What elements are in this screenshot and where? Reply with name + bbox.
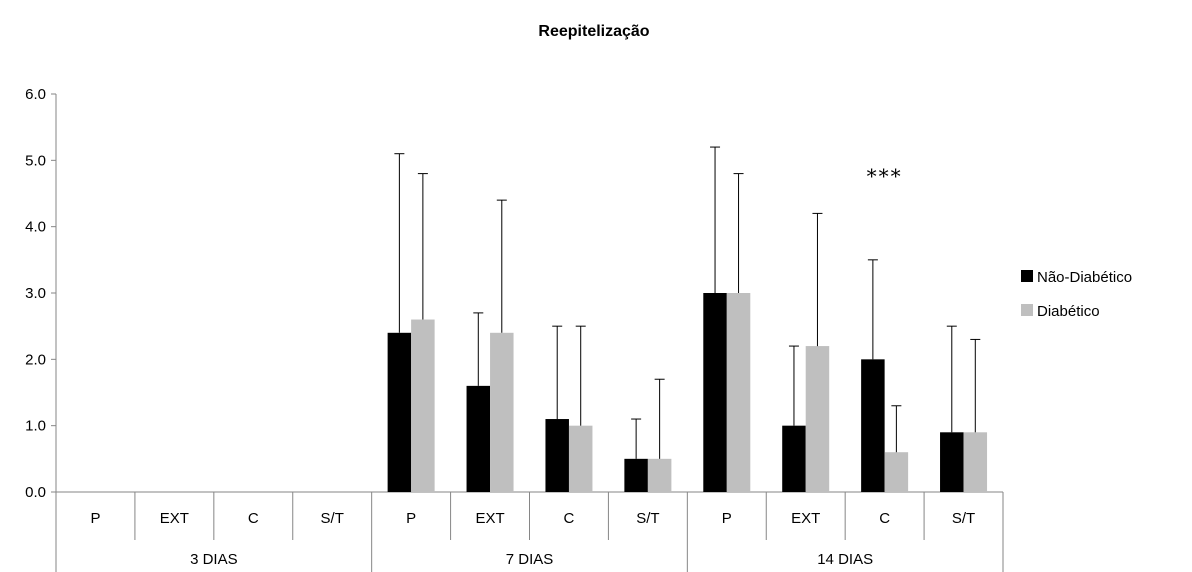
x-category-label: EXT [475,510,504,527]
error-bar [812,212,823,347]
y-tick-label: 6.0 [25,86,46,103]
chart-error-bars [394,146,981,459]
y-tick-label: 2.0 [25,351,46,368]
error-bar [867,259,878,360]
y-tick-label: 5.0 [25,152,46,169]
x-category-label: C [879,510,890,527]
chart-axes [51,93,1004,572]
x-category-label: P [90,510,100,527]
y-tick-label: 0.0 [25,484,46,501]
bar-nao-diabetico [624,458,648,492]
bar-diabetico [568,425,593,492]
significance-annotation: *** [867,164,903,188]
x-category-label: C [564,510,575,527]
bar-nao-diabetico [387,332,412,492]
error-bar [496,199,507,333]
bar-diabetico [963,432,988,492]
bar-diabetico [647,458,672,492]
x-category-label: S/T [321,510,344,527]
legend-label: Diabético [1037,303,1100,320]
chart-annotations: *** [867,164,903,188]
chart-axis-labels: 0.0 1.0 2.0 3.0 4.0 5.0 6.0 P EXT C S/T P EXT C S/T P EX… [25,86,975,568]
legend-label: Não-Diabético [1037,269,1132,286]
x-group-label: 14 DIAS [817,551,873,568]
error-bar [891,405,902,453]
legend-item: Não-Diabético [1021,269,1132,286]
error-bar [631,418,642,459]
chart-title: Reepitelização [538,23,649,40]
error-bar [552,325,563,420]
x-category-label: EXT [791,510,820,527]
legend-item: Diabético [1021,303,1100,320]
error-bar [788,345,799,426]
error-bar [417,173,428,320]
bar-diabetico [726,293,751,492]
y-tick-label: 4.0 [25,219,46,236]
error-bar [575,325,586,426]
chart-legend: Não-Diabético Diabético [1021,269,1132,320]
bar-diabetico [805,346,830,492]
error-bar [970,338,981,433]
bar-diabetico [411,319,435,492]
chart-bars [387,293,988,492]
x-category-label: EXT [160,510,189,527]
x-category-label: S/T [636,510,659,527]
x-group-label: 7 DIAS [506,551,554,568]
error-bar [946,325,957,433]
bar-nao-diabetico [782,425,806,492]
x-category-label: P [722,510,732,527]
x-category-label: P [406,510,416,527]
y-tick-label: 1.0 [25,418,46,435]
bar-nao-diabetico [703,293,727,492]
legend-swatch [1021,270,1033,282]
bar-nao-diabetico [545,419,569,492]
bar-nao-diabetico [940,432,964,492]
error-bar [473,312,484,386]
bar-nao-diabetico [466,385,491,492]
x-category-label: C [248,510,259,527]
error-bar [654,378,665,459]
y-tick-label: 3.0 [25,285,46,302]
x-category-label: S/T [952,510,975,527]
legend-swatch [1021,304,1033,316]
bar-diabetico [490,332,514,492]
error-bar [394,153,405,333]
x-group-label: 3 DIAS [190,551,238,568]
error-bar [733,173,744,293]
bar-nao-diabetico [861,359,885,492]
error-bar [710,146,721,293]
bar-diabetico [884,452,909,492]
